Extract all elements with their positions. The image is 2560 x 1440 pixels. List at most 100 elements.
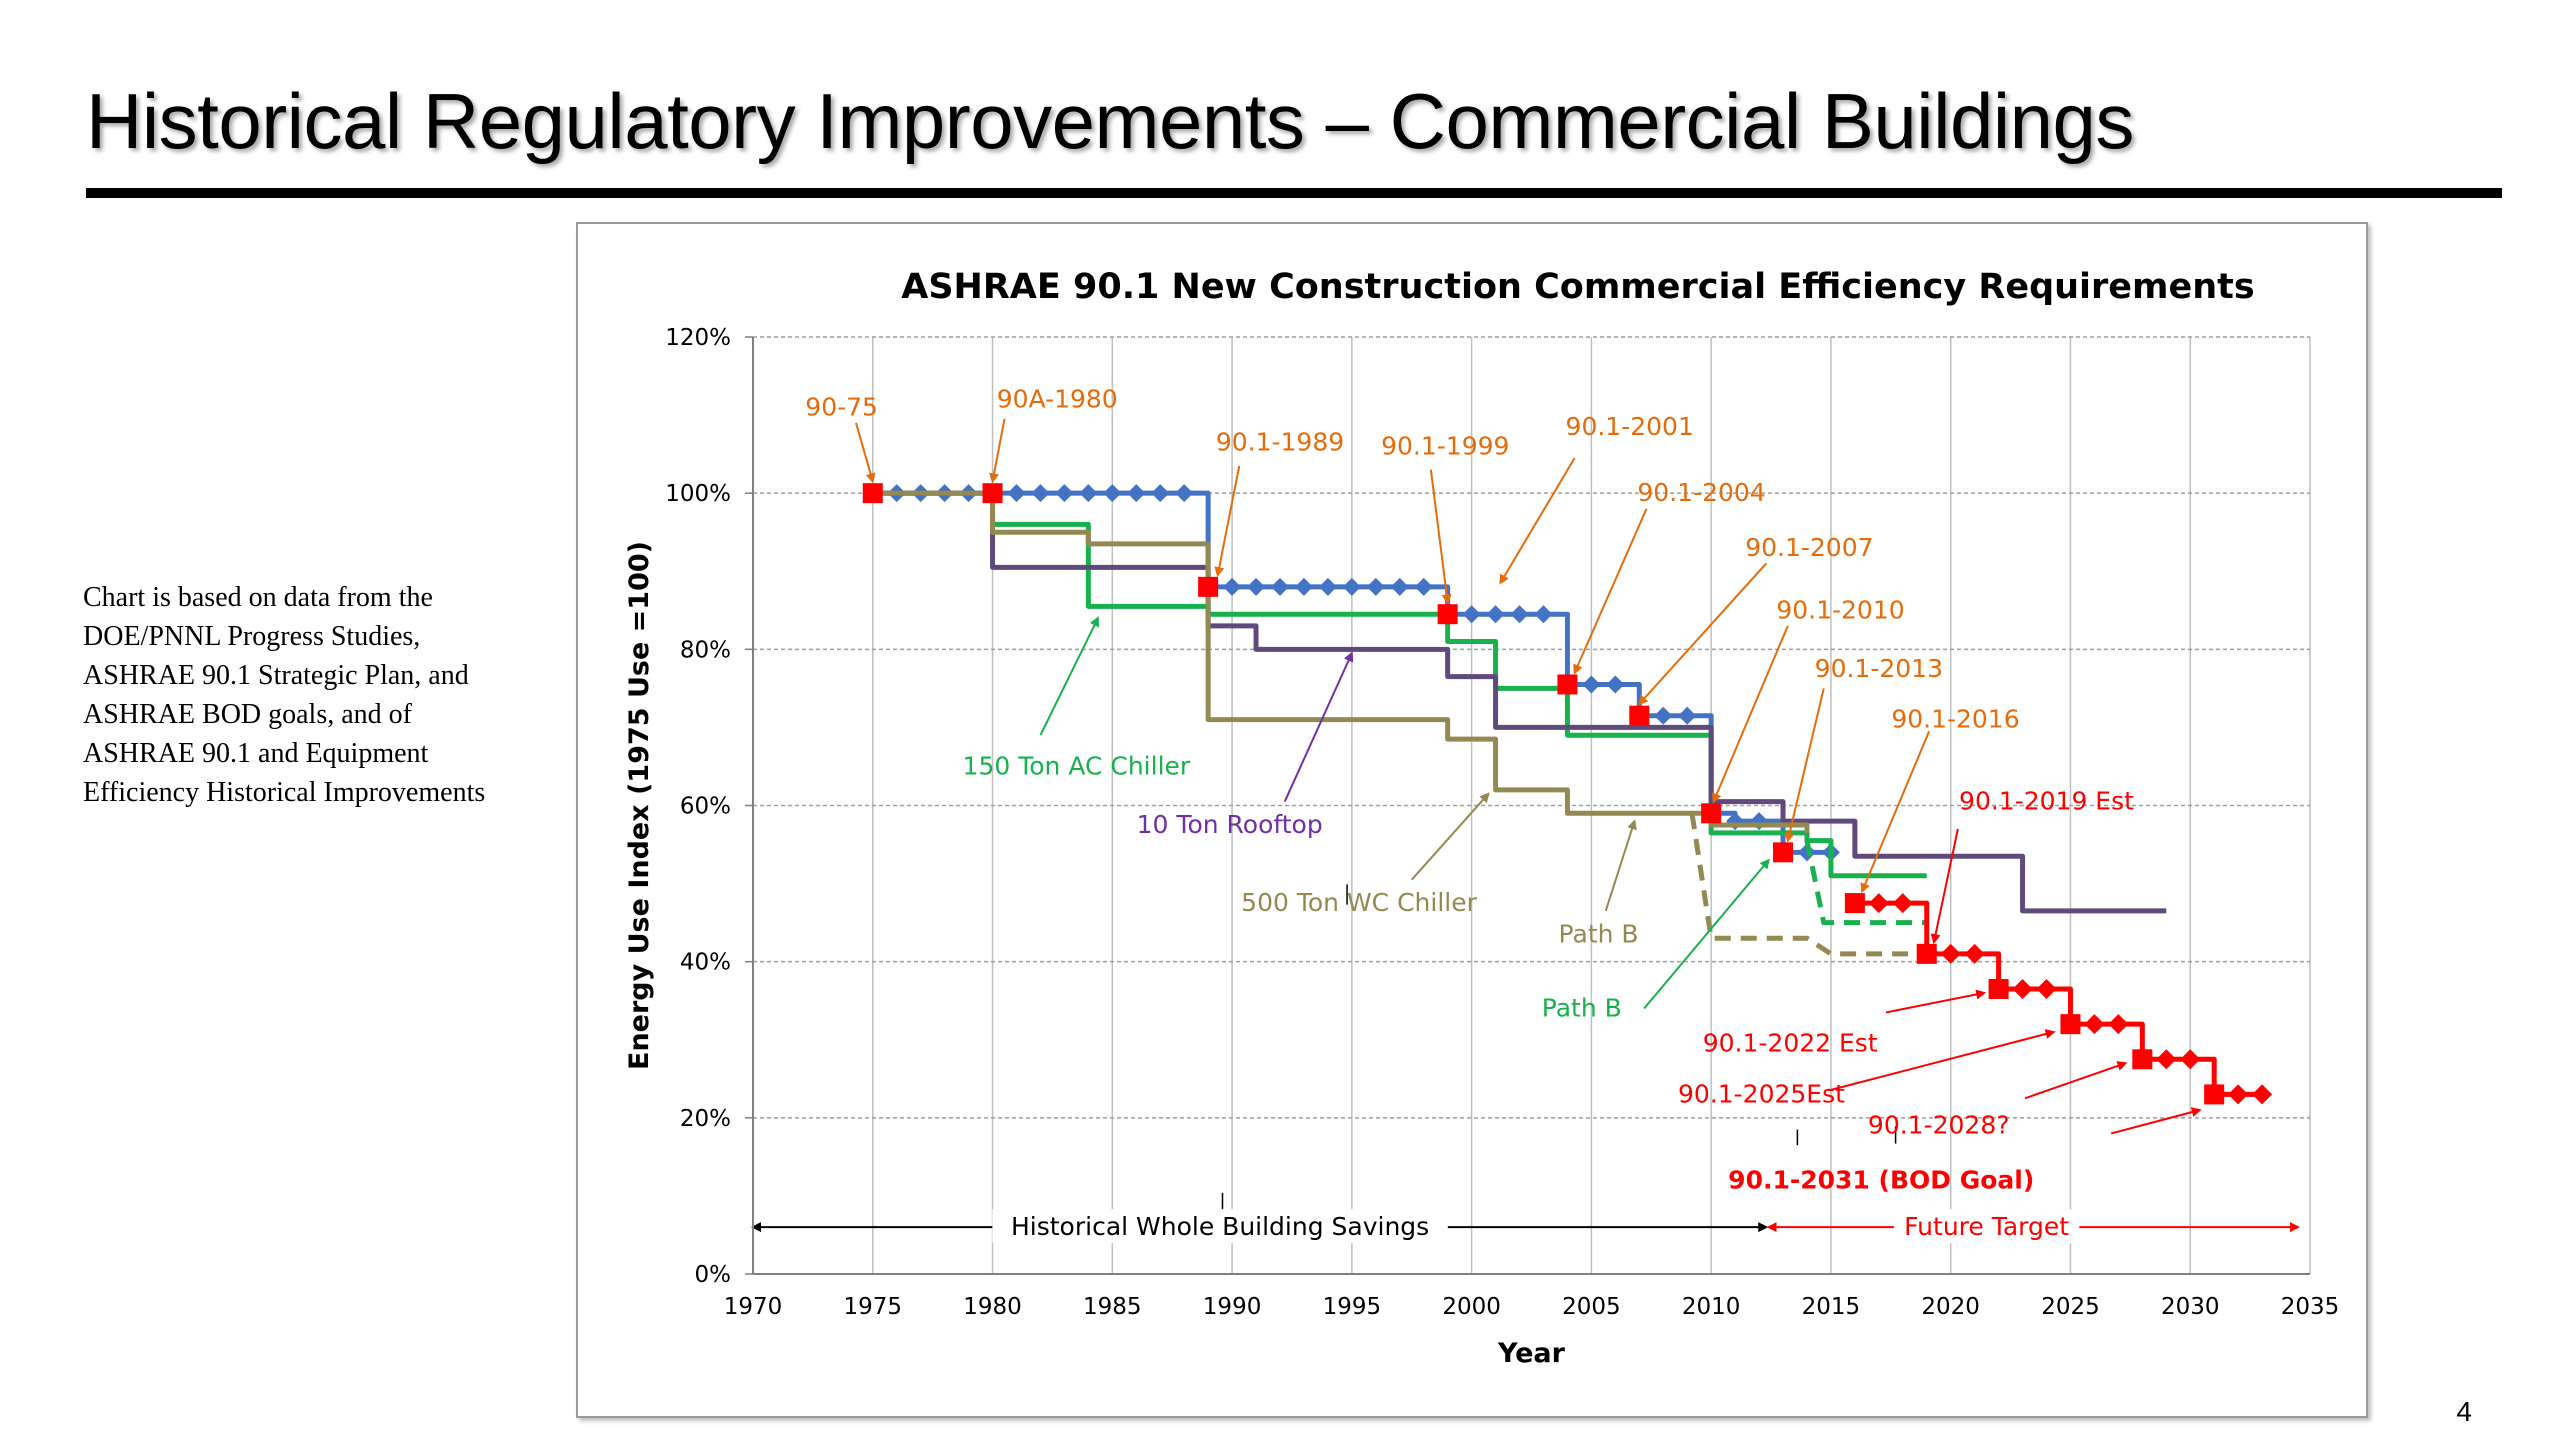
data-point-ashrae (1510, 605, 1529, 624)
annotation-label: 90.1-2019 Est (1959, 787, 2134, 816)
efficiency-chart: ASHRAE 90.1 New Construction Commercial … (624, 267, 2339, 1369)
data-point-ashrae (1606, 675, 1625, 694)
annotation-arrow (1283, 651, 1354, 803)
x-tick-label: 1975 (843, 1294, 902, 1320)
data-point-ashrae (1342, 577, 1361, 596)
y-axis-title: Energy Use Index (1975 Use =100) (624, 541, 655, 1070)
annotation-label: 90.1-1989 (1216, 427, 1344, 456)
series-line-rooftop (872, 490, 2167, 914)
annotation-arrow (2024, 1061, 2128, 1100)
annotation-arrow (1712, 625, 1789, 804)
x-tick-label: 1970 (724, 1294, 783, 1320)
standard-year-marker (2204, 1084, 2225, 1105)
x-tick-label: 1990 (1203, 1294, 1262, 1320)
annotation-arrow (1214, 465, 1241, 578)
data-point-ashrae (1486, 605, 1505, 624)
range-label: Historical Whole Building Savings (1011, 1212, 1429, 1241)
data-point-ashrae (1414, 577, 1433, 596)
series-line-wc_chiller (872, 490, 1810, 833)
standard-year-marker (2132, 1049, 2153, 1070)
y-tick-label: 20% (680, 1106, 731, 1132)
annotation-arrow (1930, 828, 1959, 945)
annotation-arrow (1429, 469, 1452, 605)
data-point-ashrae (1079, 484, 1098, 503)
annotation-label: 90.1-2010 (1776, 595, 1904, 624)
annotation-arrow (1573, 508, 1648, 675)
series-line-ac_chiller (872, 490, 1927, 879)
annotation-arrow (1499, 457, 1576, 585)
x-tick-label: 2010 (1682, 1294, 1741, 1320)
standard-year-marker (1629, 705, 1650, 726)
data-point-ashrae (1031, 484, 1050, 503)
page-number: 4 (2456, 1396, 2472, 1427)
x-tick-label: 2000 (1442, 1294, 1501, 1320)
annotation-label: 90.1-2028? (1868, 1111, 2010, 1140)
x-tick-label: 1995 (1323, 1294, 1382, 1320)
y-tick-label: 100% (665, 481, 731, 507)
annotation-label: 90.1-1999 (1381, 431, 1509, 460)
standard-year-marker (1701, 803, 1722, 824)
standard-year-marker (1844, 893, 1865, 914)
data-point-ashrae (1007, 484, 1026, 503)
annotation-arrow (989, 418, 1006, 484)
series-line-future (1854, 900, 2263, 1097)
standard-year-marker (1557, 674, 1578, 695)
annotation-label: 10 Ton Rooftop (1137, 810, 1323, 839)
series-line-wc_chiller (1689, 812, 1927, 957)
standard-year-marker (1916, 943, 1937, 964)
annotation-label: 90.1-2007 (1745, 533, 1873, 562)
annotation-arrow (1784, 688, 1825, 843)
annotation-arrow (1039, 616, 1099, 736)
data-point-ashrae (1390, 577, 1409, 596)
data-point-ashrae (1534, 605, 1553, 624)
chart-series (862, 483, 2273, 1105)
y-tick-label: 0% (695, 1262, 732, 1288)
standard-year-marker (1437, 604, 1458, 625)
data-point-future (1964, 943, 1985, 964)
annotation-arrow (1828, 1029, 2056, 1092)
annotation-label: 150 Ton AC Chiller (963, 751, 1191, 780)
data-point-future (2180, 1049, 2201, 1070)
data-point-ashrae (1294, 577, 1313, 596)
data-point-future (2108, 1014, 2129, 1035)
annotation-label: 90.1-2016 (1891, 705, 2019, 734)
standard-year-marker (1198, 576, 1219, 597)
data-point-ashrae (1103, 484, 1122, 503)
x-tick-label: 2035 (2281, 1294, 2340, 1320)
chart-grid (752, 336, 2311, 1275)
data-point-ashrae (1462, 605, 1481, 624)
chart-axes: 1970 1975 1980 1985 1990 1995 2000 2005 2010 2015… (624, 325, 2339, 1369)
data-point-ashrae (1582, 675, 1601, 694)
x-tick-label: 2015 (1802, 1294, 1861, 1320)
data-point-future (1892, 893, 1913, 914)
data-point-future (2228, 1084, 2249, 1105)
annotation-arrow (1643, 858, 1770, 1010)
x-tick-label: 2025 (2041, 1294, 2100, 1320)
data-point-ashrae (1318, 577, 1337, 596)
annotation-label: Path B (1559, 919, 1639, 948)
title-divider (86, 188, 2502, 198)
y-tick-label: 60% (680, 794, 731, 820)
annotation-label: 90.1-2031 (BOD Goal) (1728, 1165, 2034, 1194)
y-tick-label: 40% (680, 950, 731, 976)
annotation-label: 500 Ton WC Chiller (1241, 888, 1477, 917)
y-tick-label: 120% (665, 325, 731, 351)
annotation-arrow (1410, 792, 1490, 881)
data-point-future (2084, 1014, 2105, 1035)
annotation-arrow (855, 422, 876, 484)
range-label-bg (992, 1209, 1448, 1244)
chart-annotations: 90-75 90A-1980 90.1-1989 90.1-1999 90.1-2001… (751, 384, 2301, 1244)
annotation-label: 90A-1980 (997, 384, 1118, 413)
annotation-label: Path B (1542, 994, 1622, 1023)
annotation-label: 90.1-2025Est (1678, 1079, 1845, 1108)
x-tick-label: 1980 (963, 1294, 1022, 1320)
standard-year-marker (1988, 978, 2009, 999)
annotation-arrow (1860, 730, 1931, 894)
x-axis-title: Year (1497, 1338, 1566, 1369)
annotation-arrow (2110, 1107, 2202, 1135)
standard-year-marker (982, 483, 1003, 504)
data-point-future (2156, 1049, 2177, 1070)
data-point-future (2012, 978, 2033, 999)
data-point-future (1868, 893, 1889, 914)
annotation-arrow (1604, 819, 1637, 912)
